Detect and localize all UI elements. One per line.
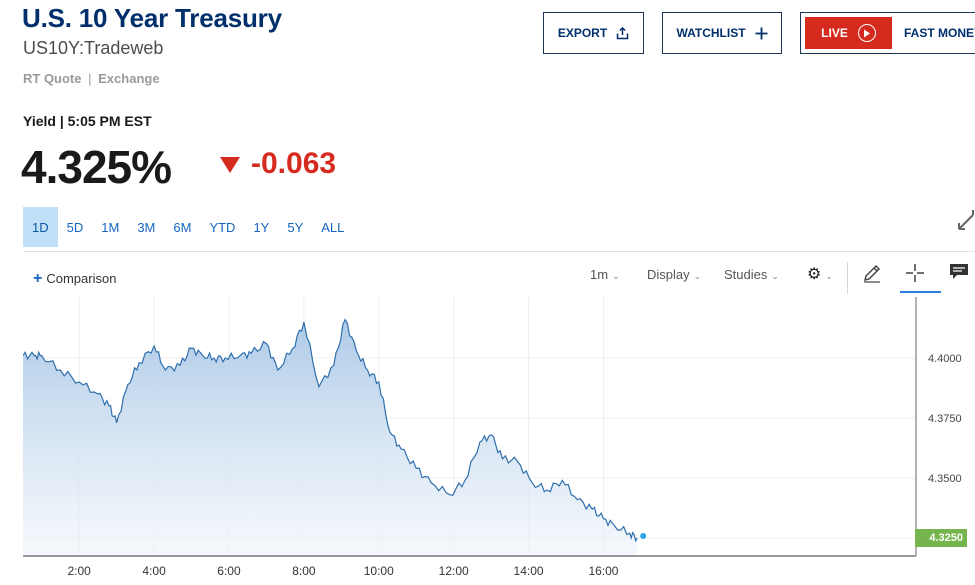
section-divider: [23, 251, 975, 252]
y-tick-label: 4.3500: [928, 473, 962, 485]
live-badge: LIVE: [805, 17, 892, 49]
watchlist-button[interactable]: WATCHLIST: [662, 12, 782, 54]
gear-icon: ⚙: [807, 266, 822, 283]
chevron-down-icon: ⌄: [825, 271, 833, 281]
page-title: U.S. 10 Year Treasury: [22, 3, 282, 33]
symbol-subtitle: US10Y:Tradeweb: [23, 38, 164, 58]
range-tab-1d[interactable]: 1D: [23, 207, 58, 247]
last-point: [640, 533, 647, 539]
export-button[interactable]: EXPORT: [543, 12, 644, 54]
x-tick-labels: 2:00 4:00 6:00 8:00 10:00 12:00 14:00 16:00: [67, 564, 618, 578]
range-tab-6m[interactable]: 6M: [173, 219, 192, 235]
range-tab-5d[interactable]: 5D: [66, 219, 84, 235]
comparison-button[interactable]: + Comparison: [33, 270, 116, 288]
share-icon: [616, 26, 629, 40]
interval-label: 1m: [590, 267, 609, 282]
comment-icon[interactable]: [949, 263, 969, 286]
studies-label: Studies: [724, 267, 768, 282]
source-exchange: Exchange: [98, 71, 160, 86]
crosshair-icon[interactable]: [905, 263, 925, 288]
comparison-label: Comparison: [46, 271, 117, 286]
y-tick-label: 4.4000: [928, 353, 962, 365]
last-price: 4.325%: [21, 141, 172, 193]
display-label: Display: [647, 267, 690, 282]
range-tab-5y[interactable]: 5Y: [287, 219, 304, 235]
range-tab-1y[interactable]: 1Y: [253, 219, 270, 235]
plus-icon: [755, 27, 768, 40]
range-tab-1m[interactable]: 1M: [101, 219, 120, 235]
x-tick-label: 14:00: [514, 564, 544, 578]
range-tab-ytd[interactable]: YTD: [209, 219, 236, 235]
price-change: -0.063: [251, 147, 337, 180]
x-tick-label: 16:00: [588, 564, 618, 578]
yield-timestamp: Yield | 5:05 PM EST: [23, 113, 152, 129]
x-tick-label: 8:00: [292, 564, 316, 578]
draw-pencil-icon[interactable]: [862, 263, 882, 288]
range-tab-3m[interactable]: 3M: [137, 219, 156, 235]
y-tick-label: 4.3750: [928, 413, 962, 425]
x-tick-label: 10:00: [364, 564, 394, 578]
watchlist-label: WATCHLIST: [676, 26, 746, 40]
expand-icon[interactable]: [957, 209, 975, 237]
chevron-down-icon: ⌄: [693, 271, 702, 281]
chevron-down-icon: ⌄: [612, 271, 620, 281]
range-tabs: 1D 5D 1M 3M 6M YTD 1Y 5Y ALL: [23, 207, 353, 247]
play-icon: [857, 24, 876, 42]
live-label: LIVE: [821, 26, 848, 40]
x-tick-label: 2:00: [67, 564, 91, 578]
range-tab-all[interactable]: ALL: [321, 219, 345, 235]
display-dropdown[interactable]: Display ⌄: [647, 267, 701, 282]
plus-icon: +: [33, 270, 43, 287]
x-tick-label: 4:00: [142, 564, 166, 578]
live-fast-money-button[interactable]: LIVE FAST MONEY: [800, 12, 975, 54]
yield-chart[interactable]: 2:00 4:00 6:00 8:00 10:00 12:00 14:00 16:00 4.4…: [23, 297, 975, 585]
crosshair-active-indicator: [900, 291, 941, 293]
interval-dropdown[interactable]: 1m ⌄: [590, 267, 620, 282]
yield-line: [23, 318, 638, 543]
toolbar-divider: [847, 262, 848, 294]
x-tick-label: 12:00: [439, 564, 469, 578]
quote-source: RT Quote | Exchange: [23, 71, 160, 86]
fast-money-label: FAST MONEY: [904, 26, 975, 40]
x-tick-label: 6:00: [217, 564, 241, 578]
chevron-down-icon: ⌄: [771, 271, 779, 281]
source-quote: RT Quote: [23, 71, 82, 86]
yield-area: [23, 319, 638, 556]
export-label: EXPORT: [557, 26, 608, 40]
last-value-badge: 4.3250: [915, 529, 967, 547]
studies-dropdown[interactable]: Studies ⌄: [724, 267, 779, 282]
y-tick-labels: 4.4000 4.3750 4.3500: [928, 353, 962, 485]
source-separator: |: [88, 71, 92, 86]
settings-dropdown[interactable]: ⚙ ⌄: [807, 264, 833, 284]
down-arrow-icon: [220, 157, 240, 173]
